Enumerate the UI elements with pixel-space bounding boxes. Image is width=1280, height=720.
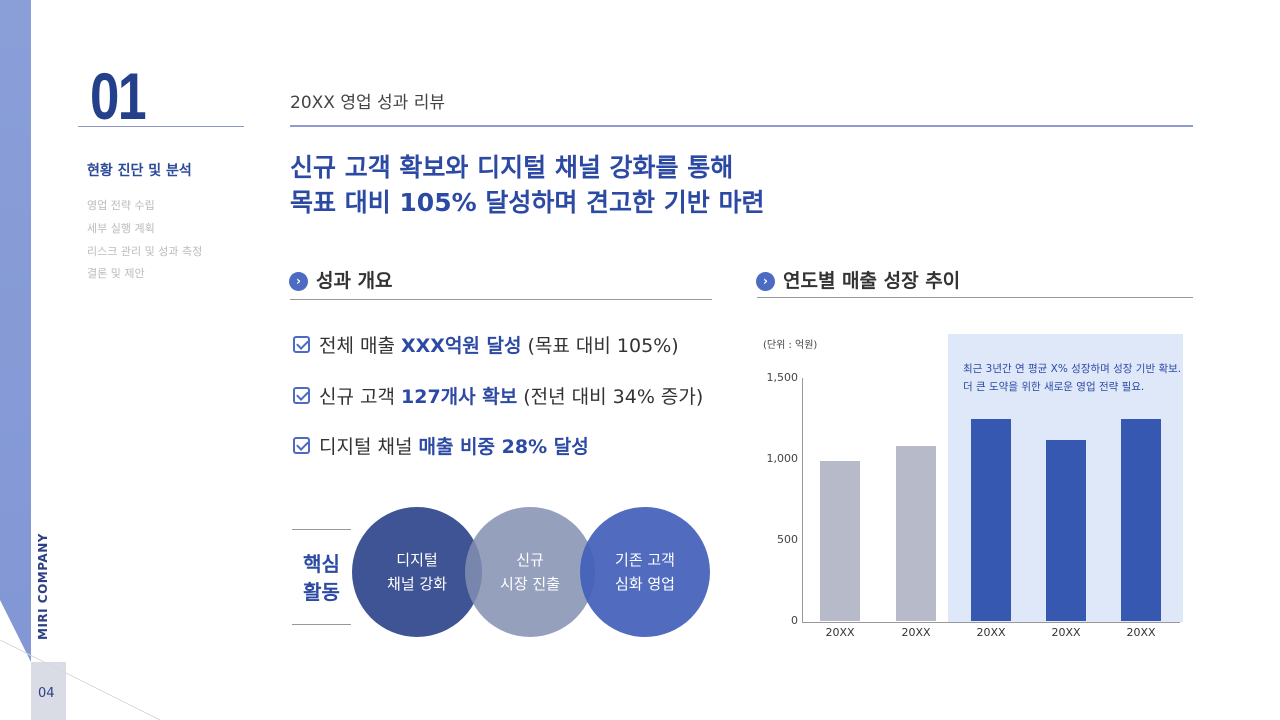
company-name: MIRI COMPANY — [36, 533, 50, 640]
headline-line-1: 신규 고객 확보와 디지털 채널 강화를 통해 — [290, 153, 734, 182]
chart-heading: › 연도별 매출 성장 추이 — [756, 266, 960, 293]
bullet-emphasis: XXX억원 달성 — [401, 335, 522, 357]
y-axis — [802, 378, 803, 622]
chevron-right-icon: › — [289, 271, 308, 291]
checkbox-icon — [293, 437, 310, 454]
divider — [78, 126, 244, 127]
divider — [757, 297, 1193, 298]
sidebar-accent-strip — [0, 0, 31, 662]
chart-title: 연도별 매출 성장 추이 — [783, 270, 961, 292]
core-label: 활동 — [303, 580, 340, 604]
bar — [971, 418, 1011, 621]
x-tick-label: 20XX — [1126, 626, 1156, 639]
bullet-text: 디지털 채널 — [319, 436, 419, 458]
circle-text: 심화 영업 — [615, 575, 675, 593]
x-tick-label: 20XX — [825, 626, 855, 639]
chart-note: 최근 3년간 연 평균 X% 성장하며 성장 기반 확보. 더 큰 도약을 위한 … — [963, 360, 1181, 396]
headline-line-2: 목표 대비 105% 달성하며 견고한 기반 마련 — [290, 188, 765, 217]
bullet-emphasis: 매출 비중 28% 달성 — [418, 436, 589, 458]
nav-item[interactable]: 결론 및 제안 — [87, 267, 145, 280]
note-line: 최근 3년간 연 평균 X% 성장하며 성장 기반 확보. — [963, 363, 1182, 375]
x-tick-label: 20XX — [1051, 626, 1081, 639]
bullet-text: (전년 대비 34% 증가) — [517, 386, 704, 408]
core-label: 핵심 — [303, 552, 340, 576]
y-tick-label: 1,000 — [766, 452, 799, 465]
chevron-right-icon: › — [756, 271, 775, 291]
bar — [896, 446, 936, 621]
x-tick-label: 20XX — [976, 626, 1006, 639]
title-divider — [290, 125, 1193, 127]
circle-text: 디지털 — [396, 551, 438, 569]
section-number: 01 — [90, 64, 146, 126]
nav-item-active[interactable]: 현황 진단 및 분석 — [87, 163, 192, 179]
circle-text: 시장 진출 — [500, 575, 560, 593]
bullet-text: (목표 대비 105%) — [521, 335, 679, 357]
page-number: 04 — [38, 686, 55, 701]
circle-text: 신규 — [516, 551, 544, 569]
bullet-item: 신규 고객 127개사 확보 (전년 대비 34% 증가) — [293, 382, 703, 409]
nav-item[interactable]: 세부 실행 계획 — [87, 222, 155, 235]
slide-subtitle: 20XX 영업 성과 리뷰 — [290, 93, 445, 113]
bar — [1046, 439, 1086, 621]
bar — [1121, 418, 1161, 621]
nav-item[interactable]: 영업 전략 수립 — [87, 199, 155, 212]
x-tick-label: 20XX — [901, 626, 931, 639]
bullet-item: 전체 매출 XXX억원 달성 (목표 대비 105%) — [293, 331, 679, 358]
x-axis — [802, 622, 1180, 623]
divider — [290, 299, 712, 300]
nav-item[interactable]: 리스크 관리 및 성과 측정 — [87, 245, 203, 258]
bullet-emphasis: 127개사 확보 — [401, 386, 518, 408]
y-tick-label: 1,500 — [766, 371, 799, 384]
bar — [820, 460, 860, 621]
y-tick-label: 500 — [777, 533, 798, 546]
bullet-text: 전체 매출 — [319, 335, 401, 357]
bullet-item: 디지털 채널 매출 비중 28% 달성 — [293, 432, 589, 459]
note-line: 더 큰 도약을 위한 새로운 영업 전략 필요. — [963, 381, 1145, 393]
circle-text: 기존 고객 — [615, 551, 675, 569]
checkbox-icon — [293, 336, 310, 353]
checkbox-icon — [293, 387, 310, 404]
bullet-text: 신규 고객 — [319, 386, 401, 408]
overview-title: 성과 개요 — [316, 270, 393, 292]
chart-unit: (단위 : 억원) — [763, 340, 818, 351]
overview-heading: › 성과 개요 — [289, 266, 393, 293]
y-tick-label: 0 — [791, 614, 798, 627]
circle-text: 채널 강화 — [387, 575, 447, 593]
